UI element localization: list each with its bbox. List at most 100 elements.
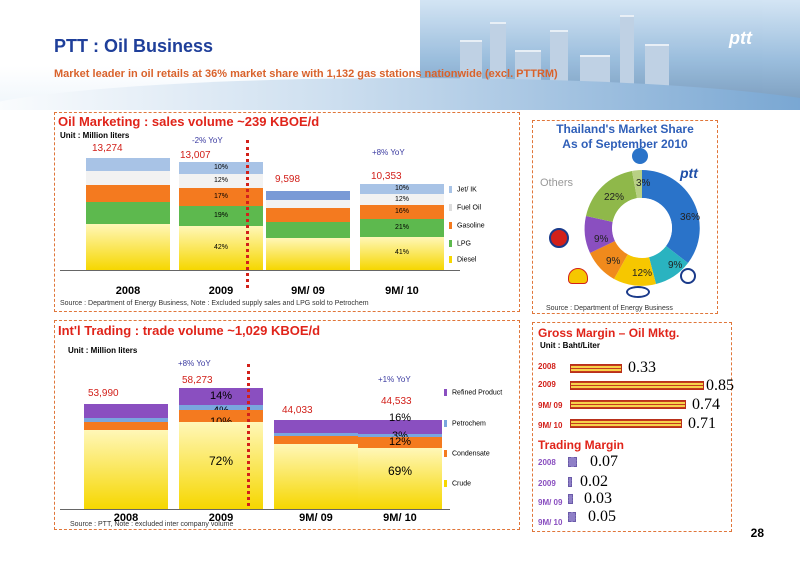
gm-label-9m10: 9M/ 10 (538, 421, 563, 430)
intl-source-note: Source : PTT, Note : excluded inter comp… (70, 521, 234, 528)
tm-val-2009: 0.02 (580, 473, 608, 490)
refined-pct-label: 14% (209, 390, 233, 402)
oil-year-9m09: 9M/ 09 (291, 285, 325, 297)
legend-crude: Crude (444, 480, 471, 487)
esso-share-label: 9% (606, 256, 621, 267)
diesel-pct-label: 41% (394, 249, 409, 256)
gasoline-segment: 17% (179, 188, 263, 206)
oil-total-9m10: 10,353 (371, 171, 402, 182)
intl-year-9m10: 9M/ 10 (383, 512, 417, 524)
tm-label-2009: 2009 (538, 479, 556, 488)
gm-bar-2008 (570, 364, 622, 373)
gasoline-segment (86, 185, 170, 202)
fueloil-pct-label: 12% (394, 196, 409, 203)
gm-val-2009: 0.85 (706, 377, 734, 394)
tm-val-2008: 0.07 (590, 453, 618, 470)
condensate-segment (274, 436, 358, 444)
gm-label-2009: 2009 (538, 380, 556, 389)
intl-period-divider (247, 364, 250, 506)
oil-x-axis (60, 270, 460, 271)
intl-total-9m09: 44,033 (282, 405, 313, 416)
fueloil-segment (86, 171, 170, 185)
lpg-segment: 19% (179, 206, 263, 226)
gm-val-9m10: 0.71 (688, 415, 716, 432)
oil-bar-2008 (86, 158, 170, 270)
gasoline-pct-label: 16% (394, 208, 409, 215)
intl-total-2008: 53,990 (88, 388, 119, 399)
tm-val-9m09: 0.03 (584, 490, 612, 507)
oil-marketing-title: Oil Marketing : sales volume ~239 KBOE/d (58, 114, 320, 129)
ptt-logo: ptt (729, 28, 752, 48)
tm-label-9m09: 9M/ 09 (538, 498, 563, 507)
pttrm-logo-icon (632, 148, 648, 164)
legend-gasoline: Gasoline (449, 222, 485, 229)
legend-fueloil: Fuel Oil (449, 204, 481, 211)
fueloil-pct-label: 12% (213, 177, 228, 184)
crude-segment: 69% (358, 448, 442, 509)
jet-segment: 10% (360, 184, 444, 194)
oil-bar-9m09 (266, 191, 350, 270)
tm-val-9m10: 0.05 (588, 508, 616, 525)
tm-label-9m10: 9M/ 10 (538, 518, 563, 527)
caltex-share-label: 9% (594, 234, 609, 245)
intl-trading-title: Int'l Trading : trade volume ~1,029 KBOE… (58, 323, 321, 338)
market-share-title-1: Thailand's Market Share (556, 122, 694, 136)
oil-total-2009: 13,007 (180, 150, 211, 161)
crude-segment: 72% (179, 422, 263, 509)
gm-label-9m09: 9M/ 09 (538, 401, 563, 410)
lpg-pct-label: 19% (213, 212, 228, 219)
diesel-segment (86, 224, 170, 270)
condensate-segment: 12% (358, 436, 442, 448)
oil-period-divider (246, 140, 249, 288)
market-share-source: Source : Department of Energy Business (546, 305, 673, 312)
page-subtitle: Market leader in oil retails at 36% mark… (54, 68, 558, 80)
esso-slice (590, 241, 628, 279)
fueloil-segment: 12% (360, 194, 444, 205)
others-label: Others (540, 177, 574, 189)
tm-bar-2008 (568, 457, 577, 467)
bangchak-slice (649, 246, 688, 284)
intl-total-2009: 58,273 (182, 375, 213, 386)
caltex-slice (584, 216, 615, 253)
crude-segment (84, 430, 168, 509)
condensate-segment (84, 422, 168, 430)
intl-bar-9m09 (274, 420, 358, 509)
intl-total-9m10: 44,533 (381, 396, 412, 407)
intl-trading-unit: Unit : Million liters (68, 346, 138, 355)
lpg-pct-label: 21% (394, 224, 409, 231)
oil-year-9m10: 9M/ 10 (385, 285, 419, 297)
fueloil-segment: 12% (179, 174, 263, 188)
bangchak-logo-icon (680, 268, 696, 284)
gasoline-segment: 16% (360, 205, 444, 219)
lpg-segment (266, 222, 350, 238)
shell-slice (614, 254, 656, 286)
gasoline-pct-label: 17% (213, 193, 228, 200)
crude-pct-label: 72% (208, 454, 234, 468)
trading-margin-title: Trading Margin (538, 438, 625, 452)
gm-val-2008: 0.33 (628, 359, 656, 376)
legend-lpg: LPG (449, 240, 471, 247)
intl-year-2008: 2008 (113, 512, 139, 524)
margin-panel (532, 322, 732, 532)
lpg-segment: 21% (360, 219, 444, 237)
diesel-segment: 42% (179, 226, 263, 270)
crude-pct-label: 69% (387, 464, 413, 478)
ptt-brand-logo: ptt (680, 165, 698, 181)
oil-total-9m09: 9,598 (275, 174, 301, 185)
gross-margin-unit: Unit : Baht/Liter (540, 341, 600, 350)
gm-bar-9m09 (570, 400, 686, 409)
gm-bar-9m10 (570, 419, 682, 428)
page-number: 28 (750, 526, 764, 540)
gross-margin-title: Gross Margin – Oil Mktg. (538, 326, 680, 340)
oil-marketing-panel (54, 112, 520, 312)
refined-segment: 14% (179, 388, 263, 405)
header-banner: PTT : Oil Business Market leader in oil … (0, 0, 800, 110)
fueloil-segment (266, 200, 350, 208)
intl-bar-2009: 14% 4% 10% 72% (179, 388, 263, 509)
legend-jet: Jet/ IK (449, 186, 477, 193)
refined-segment (84, 404, 168, 418)
tm-bar-9m09 (568, 494, 573, 504)
gm-val-9m09: 0.74 (692, 396, 720, 413)
oil-marketing-unit: Unit : Million liters (60, 131, 130, 140)
oil-bar-2009: 10% 12% 17% 19% 42% (179, 162, 263, 270)
